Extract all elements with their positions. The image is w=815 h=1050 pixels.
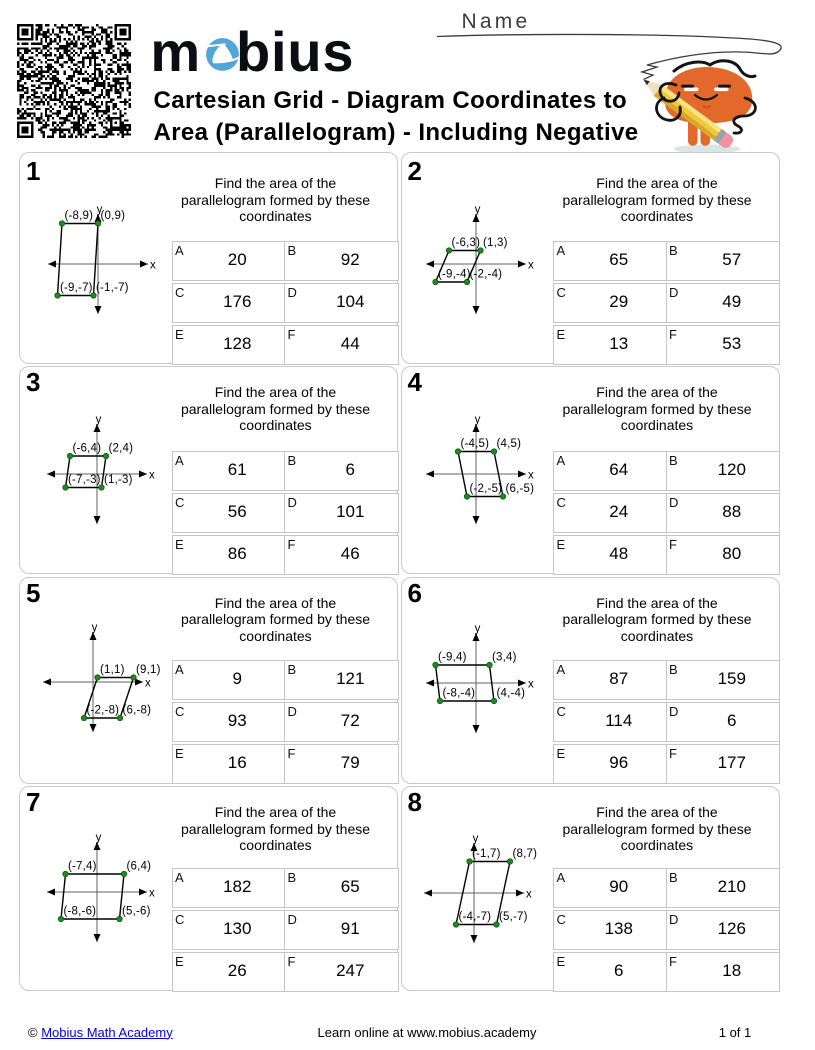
svg-text:y: y xyxy=(475,623,481,635)
svg-text:x: x xyxy=(528,259,534,271)
svg-text:(4,5): (4,5) xyxy=(497,438,522,450)
svg-text:y: y xyxy=(95,414,101,426)
svg-text:(-6,3): (-6,3) xyxy=(452,237,481,249)
svg-text:(0,9): (0,9) xyxy=(100,210,125,222)
svg-text:y: y xyxy=(475,414,481,426)
svg-text:(-6,4): (-6,4) xyxy=(72,442,101,454)
svg-text:(-8,-4): (-8,-4) xyxy=(443,688,476,700)
svg-text:x: x xyxy=(149,469,155,481)
svg-text:(-7,-3): (-7,-3) xyxy=(68,474,101,486)
svg-text:(-2,-4): (-2,-4) xyxy=(470,268,503,280)
svg-text:y: y xyxy=(475,204,481,216)
svg-text:(-9,-7): (-9,-7) xyxy=(60,282,93,294)
svg-text:(6,-8): (6,-8) xyxy=(122,705,151,717)
svg-text:(-8,9): (-8,9) xyxy=(64,210,93,222)
svg-text:(1,-3): (1,-3) xyxy=(104,474,133,486)
svg-text:x: x xyxy=(149,887,155,899)
svg-text:(5,-6): (5,-6) xyxy=(122,905,151,917)
svg-text:(-7,4): (-7,4) xyxy=(68,860,97,872)
svg-text:y: y xyxy=(96,204,102,216)
svg-text:(-1,-7): (-1,-7) xyxy=(96,282,129,294)
svg-text:(1,3): (1,3) xyxy=(483,237,508,249)
svg-text:(-9,-4): (-9,-4) xyxy=(438,268,471,280)
svg-text:(-1,7): (-1,7) xyxy=(472,848,501,860)
svg-text:(8,7): (8,7) xyxy=(513,848,538,860)
svg-text:(2,4): (2,4) xyxy=(108,442,133,454)
svg-text:(-9,4): (-9,4) xyxy=(438,652,467,664)
svg-text:(-8,-6): (-8,-6) xyxy=(63,905,96,917)
svg-text:(9,1): (9,1) xyxy=(136,664,161,676)
svg-text:x: x xyxy=(145,678,151,690)
svg-text:(-2,-8): (-2,-8) xyxy=(86,705,119,717)
svg-text:(4,-4): (4,-4) xyxy=(497,688,526,700)
svg-text:y: y xyxy=(95,832,101,844)
svg-text:(3,4): (3,4) xyxy=(492,652,517,664)
svg-text:x: x xyxy=(526,888,532,900)
svg-text:y: y xyxy=(91,622,97,634)
svg-text:x: x xyxy=(150,259,156,271)
svg-text:(6,4): (6,4) xyxy=(126,860,151,872)
svg-text:(6,-5): (6,-5) xyxy=(506,483,535,495)
svg-text:y: y xyxy=(473,833,479,845)
svg-text:x: x xyxy=(528,469,534,481)
svg-text:(-2,-5): (-2,-5) xyxy=(470,483,503,495)
svg-text:x: x xyxy=(528,679,534,691)
svg-text:(1,1): (1,1) xyxy=(100,664,125,676)
svg-text:(-4,-7): (-4,-7) xyxy=(459,911,492,923)
svg-text:(-4,5): (-4,5) xyxy=(461,438,490,450)
svg-text:(5,-7): (5,-7) xyxy=(499,911,528,923)
